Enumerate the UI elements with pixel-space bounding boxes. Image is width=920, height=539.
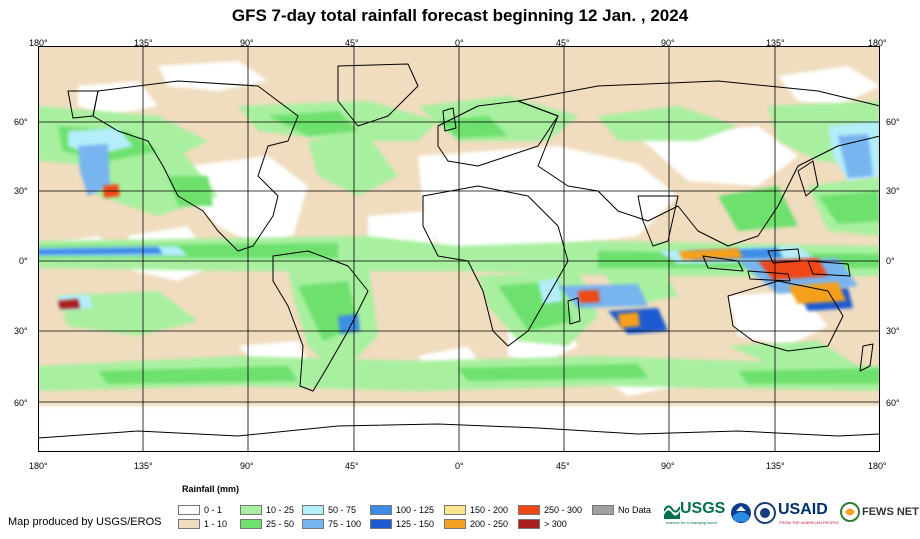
alaska-outline bbox=[67, 90, 99, 119]
greenland-outline bbox=[337, 63, 419, 127]
lon-label: 90° bbox=[661, 38, 675, 48]
noaa-logo bbox=[730, 502, 752, 524]
legend-swatch bbox=[444, 519, 466, 529]
fewsnet-globe-icon bbox=[840, 502, 860, 522]
rain-25-50 bbox=[38, 111, 880, 384]
legend-label: 250 - 300 bbox=[544, 505, 583, 515]
lon-label: 45° bbox=[345, 461, 359, 471]
legend-swatch bbox=[444, 505, 466, 515]
lon-label: 45° bbox=[556, 38, 570, 48]
new-guinea-outline bbox=[807, 260, 851, 277]
lat-label: 0° bbox=[886, 256, 895, 266]
lat-label: 60° bbox=[886, 117, 900, 127]
usgs-wave-icon bbox=[664, 505, 680, 519]
legend-swatch bbox=[240, 505, 262, 515]
new-zealand-outline bbox=[859, 343, 874, 372]
usgs-logo: USGS science for a changing world bbox=[664, 500, 726, 528]
rainfall-map bbox=[37, 46, 881, 452]
legend-title: Rainfall (mm) bbox=[182, 484, 240, 494]
lat-label: 30° bbox=[14, 186, 28, 196]
legend-label: 125 - 150 bbox=[396, 519, 435, 529]
usaid-tagline: FROM THE AMERICAN PEOPLE bbox=[779, 520, 839, 525]
legend-label: 0 - 1 bbox=[204, 505, 223, 515]
japan-outline bbox=[797, 160, 819, 197]
usaid-text: USAID bbox=[778, 501, 828, 518]
lon-label: 45° bbox=[345, 38, 359, 48]
legend-swatch bbox=[370, 505, 392, 515]
legend-label: 100 - 125 bbox=[396, 505, 435, 515]
legend-label: 10 - 25 bbox=[266, 505, 295, 515]
lon-label: 135° bbox=[134, 461, 153, 471]
legend-label: 1 - 10 bbox=[204, 519, 228, 529]
lon-label: 180° bbox=[868, 38, 887, 48]
legend-label: 200 - 250 bbox=[470, 519, 509, 529]
lat-label: 30° bbox=[886, 186, 900, 196]
south-america-outline bbox=[272, 250, 369, 392]
usgs-tagline: science for a changing world bbox=[666, 520, 717, 525]
uk-outline bbox=[442, 107, 457, 132]
legend-swatch bbox=[178, 519, 200, 529]
lon-label: 135° bbox=[134, 38, 153, 48]
us-seal-logo bbox=[754, 502, 776, 524]
usgs-text: USGS bbox=[680, 500, 726, 517]
legend-label: > 300 bbox=[544, 519, 567, 529]
lon-label: 90° bbox=[240, 461, 254, 471]
lon-label: 180° bbox=[868, 461, 887, 471]
lon-label: 90° bbox=[661, 461, 675, 471]
lat-label: 60° bbox=[886, 398, 900, 408]
legend-label: No Data bbox=[618, 505, 652, 515]
asia-outline bbox=[517, 80, 881, 247]
africa-outline bbox=[422, 185, 569, 347]
europe-outline bbox=[437, 100, 559, 167]
india-outline bbox=[637, 195, 679, 247]
legend-swatch bbox=[370, 519, 392, 529]
usaid-logo: USAID FROM THE AMERICAN PEOPLE bbox=[778, 500, 840, 528]
seal-icon bbox=[754, 502, 776, 524]
north-america-outline bbox=[92, 80, 299, 252]
rain-150-plus bbox=[58, 184, 846, 328]
antarctica-outline bbox=[37, 423, 881, 439]
lon-label: 180° bbox=[29, 38, 48, 48]
legend-swatch bbox=[518, 519, 540, 529]
lon-label: 135° bbox=[766, 38, 785, 48]
legend-swatch bbox=[518, 505, 540, 515]
legend-swatch bbox=[302, 505, 324, 515]
lon-label: 180° bbox=[29, 461, 48, 471]
lat-label: 60° bbox=[14, 117, 28, 127]
map-title: GFS 7-day total rainfall forecast beginn… bbox=[231, 6, 689, 25]
legend-swatch bbox=[592, 505, 614, 515]
rainfall-map-svg bbox=[37, 46, 881, 452]
lat-label: 0° bbox=[19, 256, 28, 266]
legend-swatch bbox=[178, 505, 200, 515]
lat-label: 60° bbox=[14, 398, 28, 408]
map-frame bbox=[38, 46, 880, 452]
legend-swatch bbox=[240, 519, 262, 529]
lon-label: 135° bbox=[766, 461, 785, 471]
map-credit: Map produced by USGS/EROS bbox=[8, 516, 162, 528]
lat-label: 30° bbox=[886, 326, 900, 336]
agency-logos: USGS science for a changing world USAID … bbox=[664, 500, 920, 530]
legend-label: 75 - 100 bbox=[328, 519, 362, 529]
legend-label: 25 - 50 bbox=[266, 519, 295, 529]
rainfall-legend: Rainfall (mm) 0 - 1 1 - 10 10 - 25 25 - … bbox=[178, 484, 678, 534]
lat-label: 30° bbox=[14, 326, 28, 336]
legend-swatch bbox=[302, 519, 324, 529]
fewsnet-logo: FEWS NET bbox=[840, 502, 920, 526]
lon-label: 0° bbox=[455, 38, 464, 48]
madagascar-outline bbox=[567, 297, 581, 325]
lon-label: 0° bbox=[455, 461, 464, 471]
noaa-emblem-icon bbox=[731, 503, 751, 523]
lon-label: 45° bbox=[556, 461, 570, 471]
lon-label: 90° bbox=[240, 38, 254, 48]
legend-label: 150 - 200 bbox=[470, 505, 509, 515]
fewsnet-text: FEWS NET bbox=[862, 506, 919, 518]
legend-label: 50 - 75 bbox=[328, 505, 357, 515]
graticule bbox=[38, 46, 880, 452]
